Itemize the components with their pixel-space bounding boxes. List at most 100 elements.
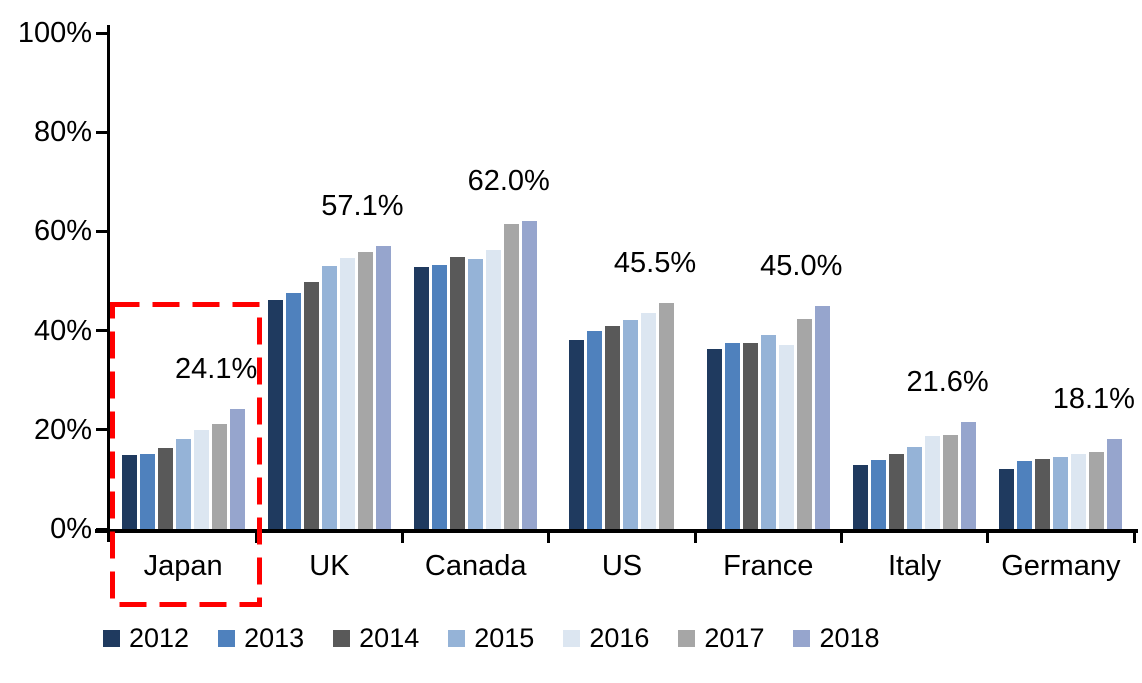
bar-canada-2018 <box>522 221 538 529</box>
x-axis-label-japan: Japan <box>143 550 223 582</box>
bar-france-2016 <box>778 344 794 529</box>
y-tick <box>96 329 108 333</box>
bar-italy-2015 <box>907 446 923 529</box>
bar-japan-2018 <box>229 409 245 529</box>
y-tick-label: 40% <box>33 314 92 347</box>
bar-group-us <box>549 33 695 529</box>
legend-item-2013: 2013 <box>218 624 304 652</box>
bar-canada-2014 <box>450 257 466 529</box>
bar-italy-2016 <box>925 436 941 529</box>
legend-item-2015: 2015 <box>448 624 534 652</box>
bar-uk-2016 <box>339 257 355 529</box>
x-axis-label-germany: Germany <box>1001 550 1121 582</box>
bar-group-uk <box>256 33 402 529</box>
legend-item-2014: 2014 <box>333 624 419 652</box>
bar-uk-2014 <box>303 282 319 529</box>
bar-japan-2015 <box>175 438 191 529</box>
legend-swatch-2015 <box>448 629 466 647</box>
y-tick <box>96 229 108 233</box>
legend-item-2012: 2012 <box>103 624 189 652</box>
bar-canada-2013 <box>432 264 448 529</box>
legend-swatch-2014 <box>333 629 351 647</box>
bar-germany-2018 <box>1107 439 1123 529</box>
bar-italy-2017 <box>943 435 959 529</box>
legend-item-2017: 2017 <box>678 624 764 652</box>
value-label-germany: 18.1% <box>1052 383 1135 416</box>
value-label-uk: 57.1% <box>321 189 404 222</box>
value-label-japan: 24.1% <box>175 353 258 386</box>
bar-uk-2018 <box>375 245 391 529</box>
legend-swatch-2017 <box>678 629 696 647</box>
x-tick <box>986 529 990 543</box>
legend-swatch-2012 <box>103 629 120 647</box>
bar-us-2012 <box>569 340 585 529</box>
bar-france-2012 <box>706 348 722 529</box>
x-axis-label-us: US <box>601 550 643 582</box>
bar-us-2016 <box>641 313 657 529</box>
x-axis-label-italy: Italy <box>887 550 942 582</box>
bar-france-2015 <box>760 334 776 529</box>
legend-label-2013: 2013 <box>244 623 305 653</box>
bar-us-2013 <box>587 331 603 529</box>
bar-germany-2015 <box>1053 457 1069 529</box>
x-tick <box>547 529 551 543</box>
bar-uk-2012 <box>267 299 283 529</box>
bar-italy-2013 <box>871 460 887 529</box>
bar-italy-2018 <box>961 421 977 529</box>
legend-label-2018: 2018 <box>819 623 880 653</box>
legend-label-2016: 2016 <box>589 623 650 653</box>
legend-label-2012: 2012 <box>129 623 190 653</box>
bar-group-germany <box>988 33 1134 529</box>
bar-group-canada <box>403 33 549 529</box>
y-tick-label: 100% <box>17 17 92 49</box>
bar-italy-2012 <box>853 464 869 529</box>
legend-swatch-2013 <box>218 629 236 647</box>
y-tick-label: 80% <box>33 116 92 149</box>
value-label-canada: 62.0% <box>467 165 550 198</box>
bar-us-2014 <box>605 325 621 529</box>
bar-canada-2012 <box>414 267 430 529</box>
bar-uk-2013 <box>285 292 301 529</box>
bar-uk-2015 <box>321 265 337 529</box>
legend-label-2015: 2015 <box>474 623 535 653</box>
bar-japan-2016 <box>193 429 209 529</box>
value-label-italy: 21.6% <box>906 365 989 398</box>
bar-france-2013 <box>724 343 740 529</box>
bar-germany-2017 <box>1089 451 1105 529</box>
x-axis-label-france: France <box>723 550 814 582</box>
value-label-us: 45.5% <box>613 247 697 280</box>
bar-canada-2015 <box>468 258 484 529</box>
y-tick <box>96 31 108 35</box>
y-tick <box>96 130 108 134</box>
bar-japan-2014 <box>157 448 173 529</box>
bar-canada-2017 <box>504 223 520 529</box>
bar-us-2017 <box>659 303 675 529</box>
legend-label-2014: 2014 <box>359 623 420 653</box>
bar-germany-2014 <box>1035 459 1051 529</box>
bar-uk-2017 <box>357 252 373 529</box>
bar-japan-2017 <box>211 424 227 529</box>
bar-canada-2016 <box>486 249 502 529</box>
y-tick-label: 60% <box>33 215 92 248</box>
legend-swatch-2016 <box>563 629 581 647</box>
x-tick <box>693 529 697 543</box>
y-tick <box>96 527 108 531</box>
x-axis-label-canada: Canada <box>424 550 527 582</box>
bar-germany-2013 <box>1017 461 1033 529</box>
y-tick-label: 20% <box>33 413 92 446</box>
legend: 2012 2013 2014 2015 2016 2017 2018 <box>103 624 880 652</box>
bar-group-italy <box>841 33 987 529</box>
x-axis-label-uk: UK <box>309 550 350 582</box>
legend-label-2017: 2017 <box>704 623 765 653</box>
x-axis-line <box>95 529 1138 533</box>
bar-germany-2016 <box>1071 453 1087 529</box>
bar-group-japan <box>110 33 256 529</box>
x-tick <box>254 529 258 543</box>
x-tick <box>839 529 843 543</box>
y-tick <box>96 428 108 432</box>
bar-france-2014 <box>742 343 758 529</box>
bar-group-france <box>695 33 841 529</box>
x-tick <box>1132 529 1136 543</box>
y-tick-label: 0% <box>50 513 92 545</box>
